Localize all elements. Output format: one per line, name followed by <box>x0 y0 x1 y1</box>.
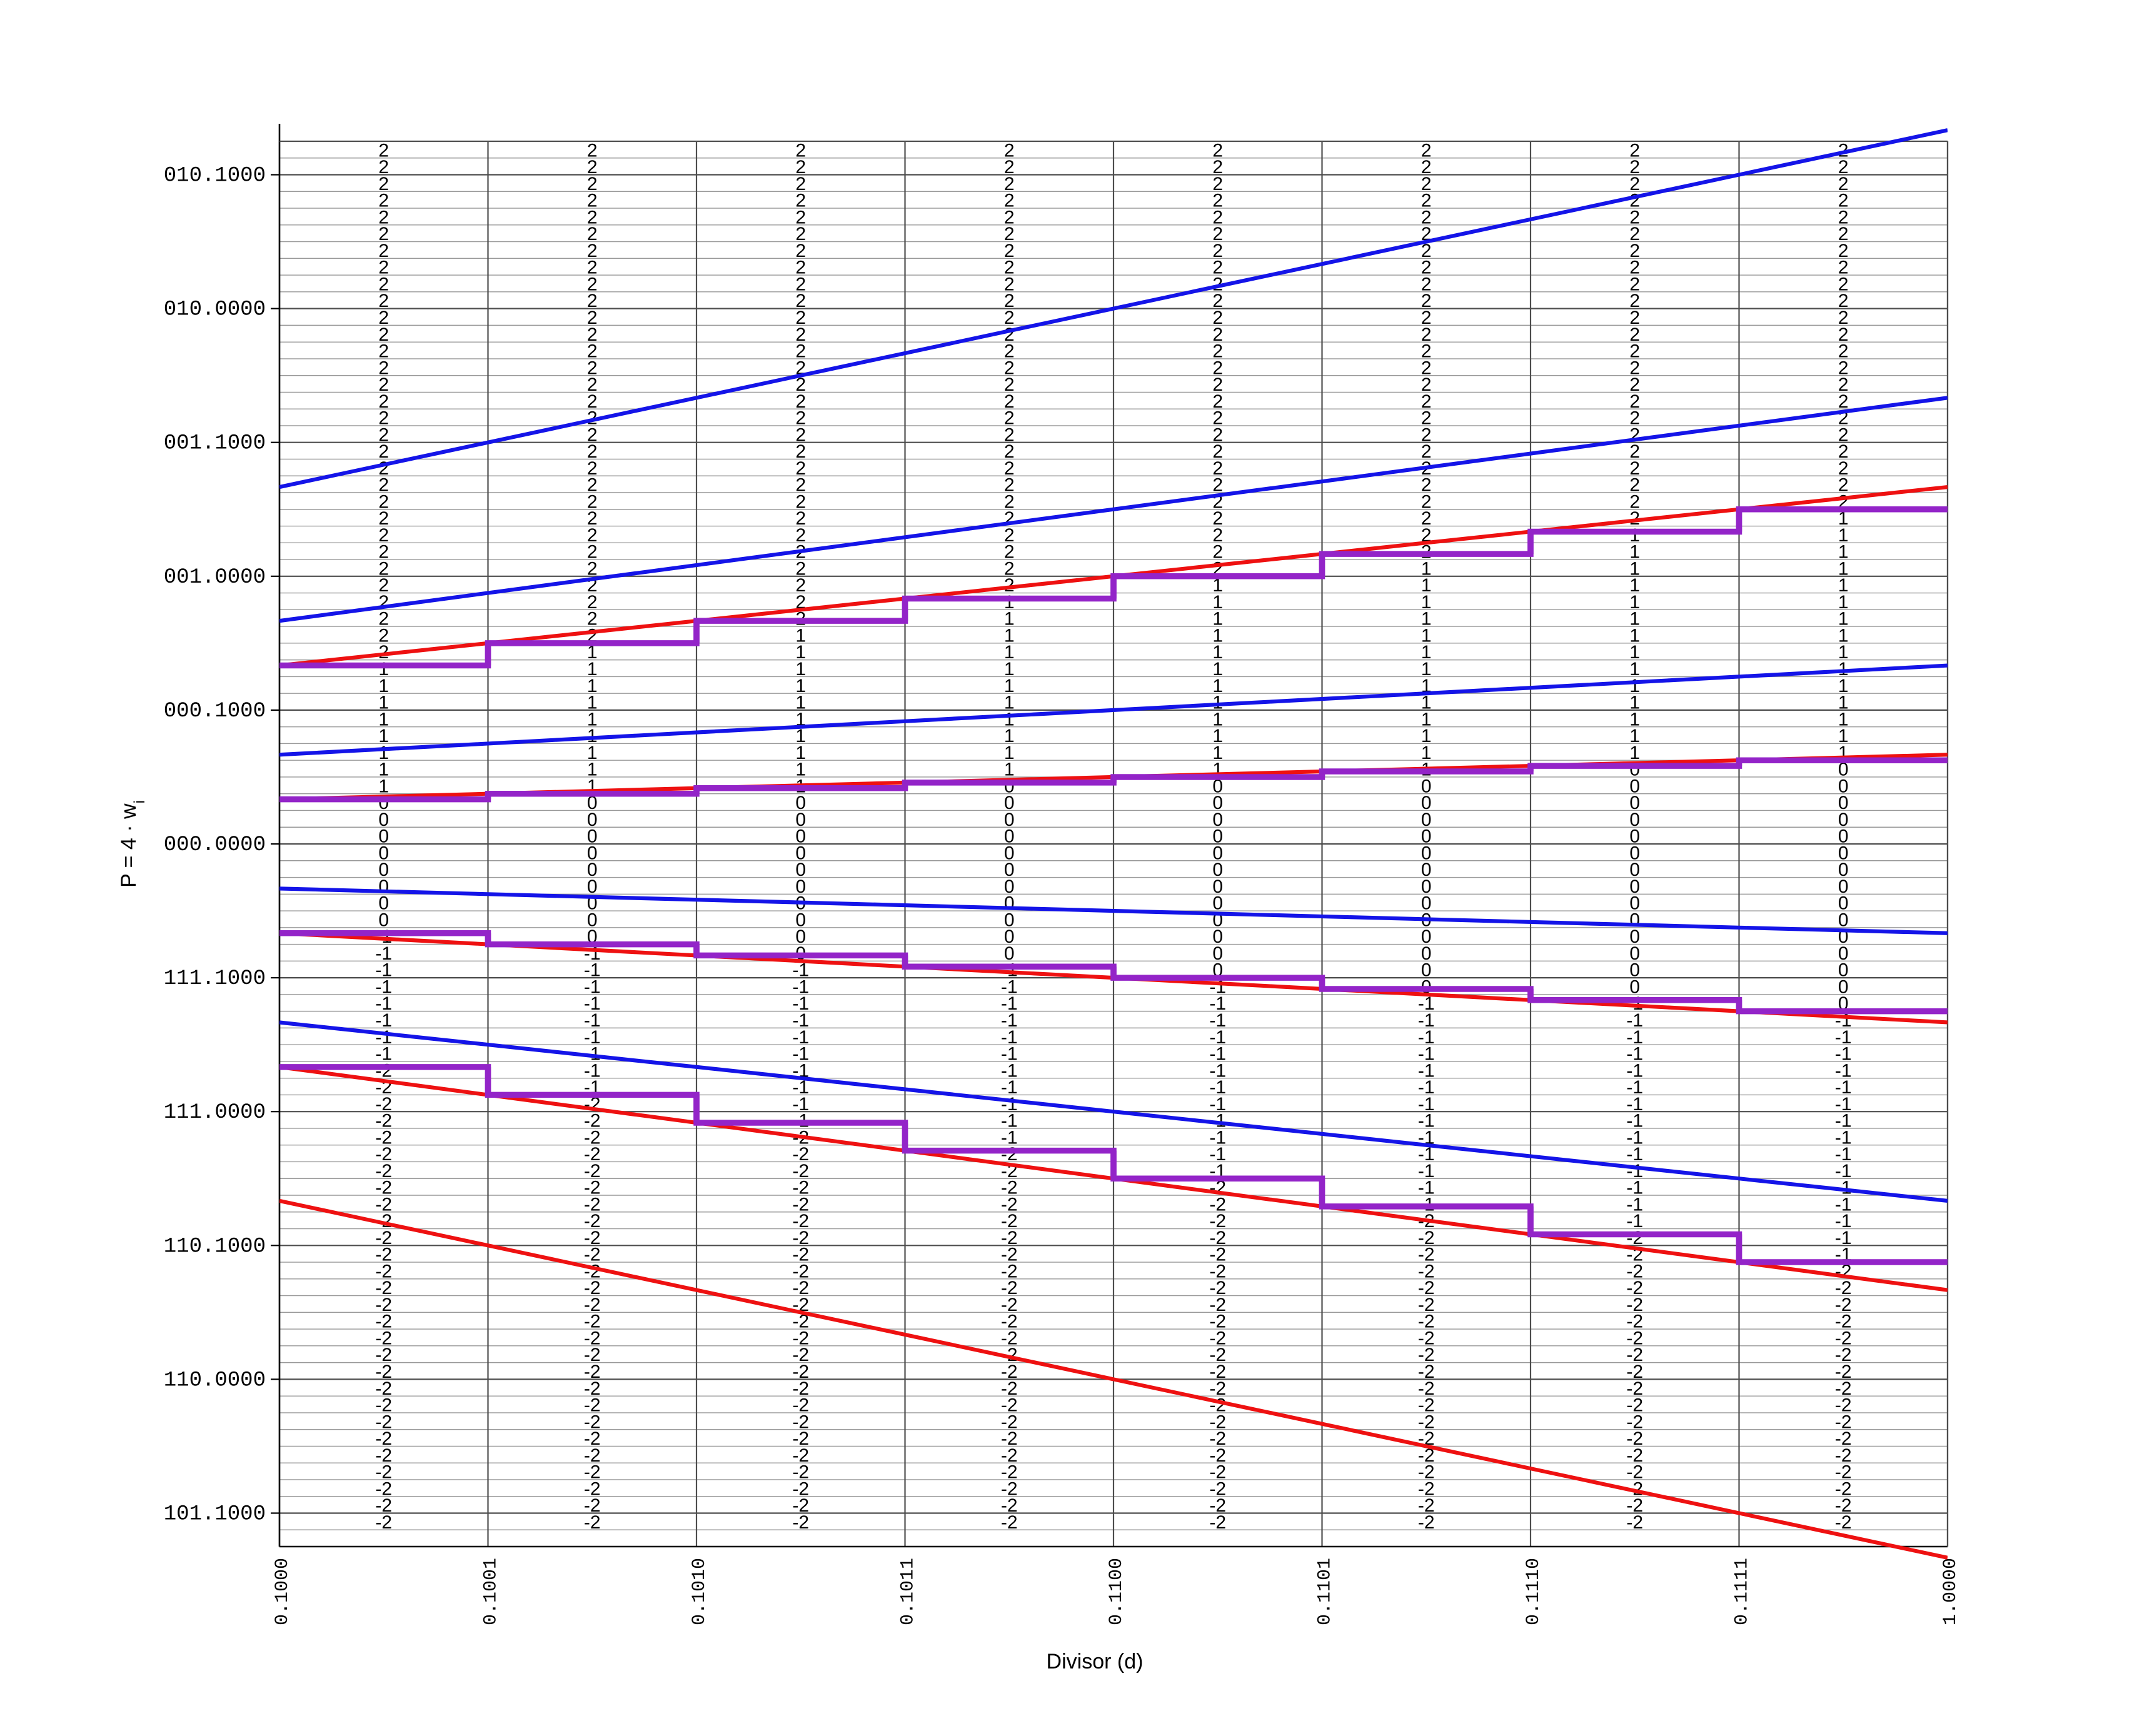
svg-text:010.1000: 010.1000 <box>164 164 266 188</box>
svg-text:111.1000: 111.1000 <box>164 967 266 991</box>
svg-text:0.1001: 0.1001 <box>481 1558 502 1625</box>
svg-text:0.1101: 0.1101 <box>1315 1558 1336 1625</box>
svg-text:001.1000: 001.1000 <box>164 432 266 456</box>
svg-text:111.0000: 111.0000 <box>164 1101 266 1125</box>
svg-text:000.0000: 000.0000 <box>164 833 266 857</box>
svg-text:1.0000: 1.0000 <box>1940 1558 1961 1625</box>
svg-text:-2: -2 <box>792 1512 809 1533</box>
svg-text:0.1000: 0.1000 <box>272 1558 293 1625</box>
svg-text:101.1000: 101.1000 <box>164 1502 266 1526</box>
svg-text:0.1010: 0.1010 <box>689 1558 710 1625</box>
svg-text:0.1110: 0.1110 <box>1523 1558 1544 1625</box>
svg-text:-2: -2 <box>584 1512 601 1533</box>
svg-text:-2: -2 <box>375 1512 392 1533</box>
svg-text:110.1000: 110.1000 <box>164 1235 266 1258</box>
svg-text:0.1111: 0.1111 <box>1732 1558 1753 1625</box>
svg-text:Divisor (d): Divisor (d) <box>1047 1650 1144 1673</box>
svg-text:-2: -2 <box>1418 1512 1435 1533</box>
svg-text:0.1011: 0.1011 <box>898 1558 919 1625</box>
svg-text:001.0000: 001.0000 <box>164 566 266 590</box>
svg-text:110.0000: 110.0000 <box>164 1368 266 1392</box>
svg-text:-2: -2 <box>1835 1512 1852 1533</box>
svg-text:-2: -2 <box>1001 1512 1018 1533</box>
svg-text:-2: -2 <box>1209 1512 1226 1533</box>
svg-text:000.1000: 000.1000 <box>164 700 266 723</box>
svg-text:010.0000: 010.0000 <box>164 298 266 322</box>
svg-text:0.1100: 0.1100 <box>1106 1558 1127 1625</box>
svg-text:-2: -2 <box>1626 1512 1643 1533</box>
